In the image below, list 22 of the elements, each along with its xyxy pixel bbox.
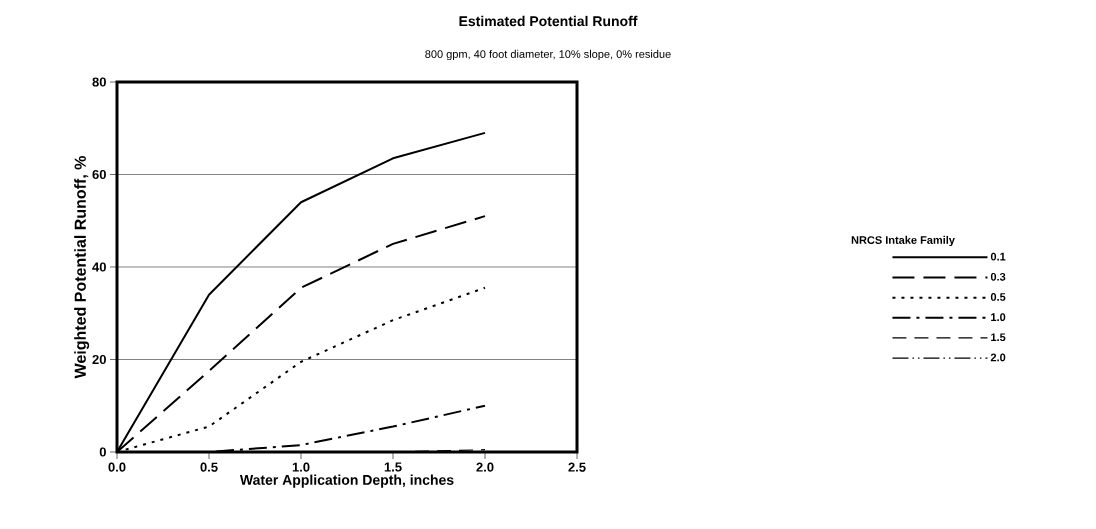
chart-subtitle: 800 gpm, 40 foot diameter, 10% slope, 0% residue: [425, 49, 671, 61]
legend-title: NRCS Intake Family: [851, 235, 955, 247]
text: 0.3: [990, 272, 1006, 281]
x-tick-label: 0.0: [108, 462, 126, 472]
x-tick-label: 2.0: [476, 462, 494, 472]
text: 0.5: [990, 293, 1006, 301]
y-tick-label: 20: [92, 354, 106, 365]
x-tick-label: 2.5: [568, 462, 586, 472]
chart-title: Estimated Potential Runoff: [459, 15, 638, 27]
y-tick-label: 40: [92, 262, 106, 272]
text: 1.0: [991, 313, 1006, 322]
x-tick-label: 1.5: [384, 462, 402, 472]
text: 0.1: [990, 252, 1006, 261]
y-axis-title: Weighted Potential Runoff, %: [74, 156, 90, 379]
x-tick-label: 1.0: [292, 462, 310, 472]
y-tick-label: 60: [92, 169, 106, 180]
y-tick-label: 80: [92, 77, 106, 87]
text: 1.5: [991, 333, 1006, 342]
y-tick-label: 0: [99, 447, 106, 457]
x-tick-label: 0.5: [200, 462, 218, 472]
x-axis-title: Water Application Depth, inches: [239, 474, 454, 488]
legend-label: 2.0: [990, 353, 1006, 362]
